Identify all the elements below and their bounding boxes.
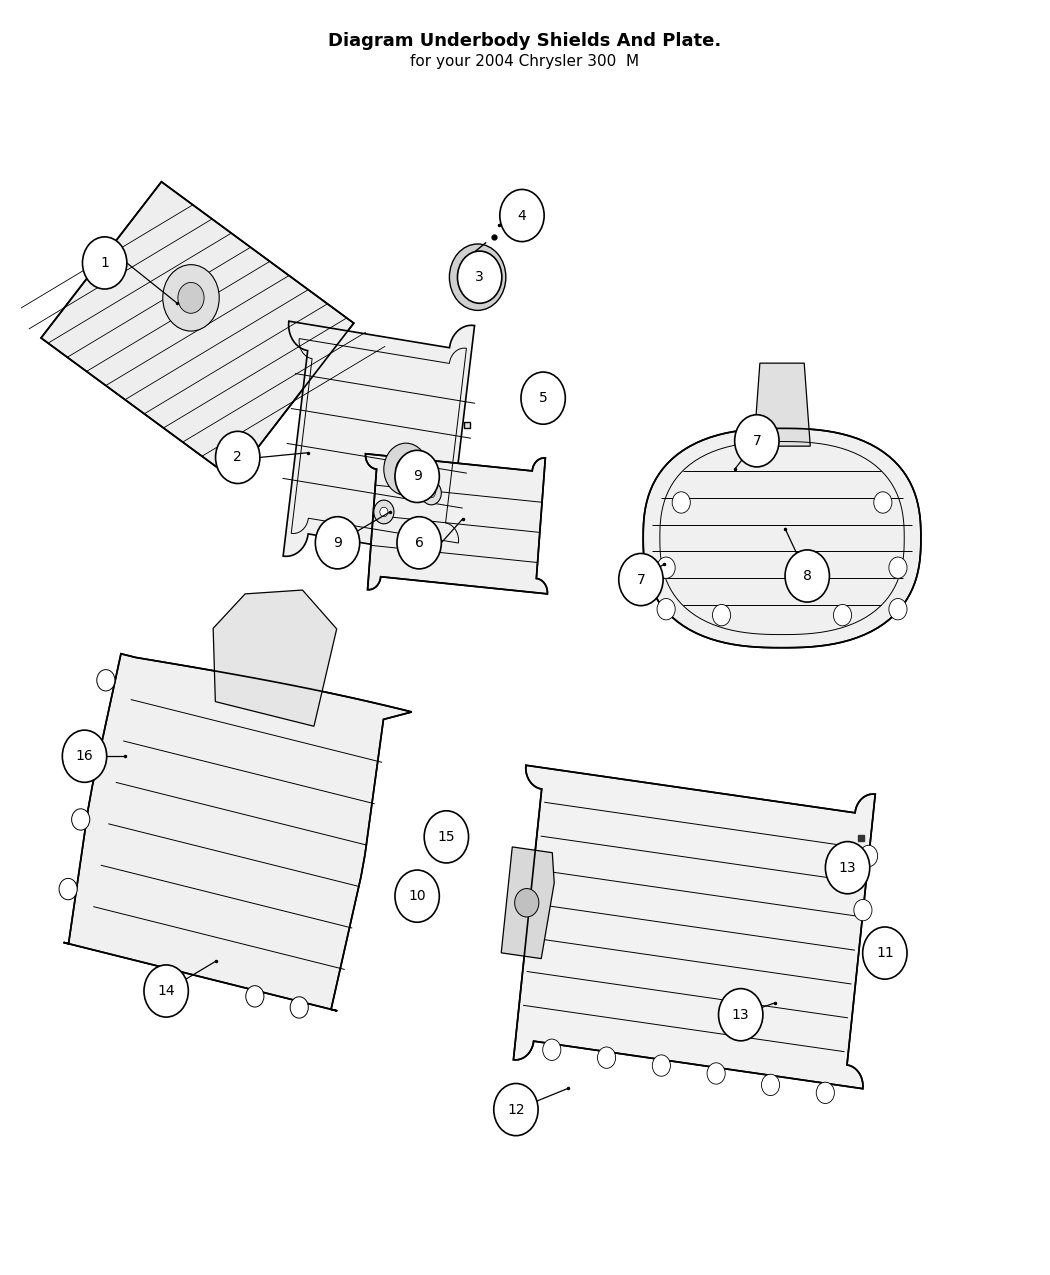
Text: 6: 6 (415, 536, 423, 550)
Circle shape (59, 878, 78, 900)
Polygon shape (213, 590, 337, 727)
Circle shape (384, 444, 428, 496)
Polygon shape (501, 847, 554, 959)
Circle shape (543, 1039, 561, 1061)
Circle shape (500, 190, 544, 242)
Circle shape (449, 244, 506, 310)
Circle shape (397, 516, 441, 569)
Circle shape (657, 598, 675, 620)
Circle shape (863, 927, 907, 979)
Circle shape (618, 553, 664, 606)
Circle shape (469, 268, 486, 287)
Polygon shape (754, 363, 811, 446)
Circle shape (395, 450, 439, 502)
Circle shape (521, 372, 565, 425)
Text: 11: 11 (876, 946, 894, 960)
Text: 3: 3 (476, 270, 484, 284)
Circle shape (735, 414, 779, 467)
Circle shape (834, 604, 852, 626)
Circle shape (84, 740, 102, 761)
Circle shape (707, 1063, 726, 1084)
Circle shape (761, 1075, 779, 1095)
Polygon shape (41, 182, 354, 479)
Circle shape (144, 965, 188, 1017)
Circle shape (62, 731, 107, 783)
Text: 15: 15 (438, 830, 456, 844)
Text: 5: 5 (539, 391, 547, 405)
Circle shape (395, 870, 439, 922)
Text: 7: 7 (753, 434, 761, 448)
Text: 14: 14 (158, 984, 175, 998)
Circle shape (672, 492, 690, 513)
Polygon shape (64, 654, 412, 1011)
Circle shape (246, 986, 264, 1007)
Circle shape (657, 557, 675, 579)
Text: 2: 2 (233, 450, 243, 464)
Text: Diagram Underbody Shields And Plate.: Diagram Underbody Shields And Plate. (329, 32, 721, 50)
Polygon shape (644, 428, 921, 648)
Circle shape (421, 481, 441, 505)
Circle shape (424, 811, 468, 863)
Text: 8: 8 (803, 569, 812, 583)
Circle shape (874, 492, 891, 513)
Circle shape (889, 557, 907, 579)
Circle shape (514, 889, 539, 917)
Circle shape (825, 842, 869, 894)
Circle shape (396, 458, 416, 481)
Circle shape (785, 550, 830, 602)
Circle shape (860, 845, 878, 867)
Circle shape (290, 997, 309, 1019)
Text: 10: 10 (408, 889, 426, 903)
Text: 7: 7 (636, 572, 646, 586)
Text: 1: 1 (100, 256, 109, 270)
Polygon shape (513, 765, 876, 1089)
Circle shape (163, 265, 219, 332)
Text: 13: 13 (732, 1007, 750, 1021)
Circle shape (494, 1084, 538, 1136)
Circle shape (315, 516, 360, 569)
Text: 12: 12 (507, 1103, 525, 1117)
Text: 9: 9 (413, 469, 422, 483)
Circle shape (460, 256, 496, 298)
Polygon shape (365, 454, 547, 594)
Circle shape (177, 283, 204, 314)
Text: 13: 13 (839, 861, 857, 875)
Circle shape (458, 251, 502, 303)
Circle shape (597, 1047, 615, 1068)
Text: for your 2004 Chrysler 300  M: for your 2004 Chrysler 300 M (411, 54, 639, 69)
Circle shape (97, 669, 114, 691)
Circle shape (215, 431, 260, 483)
Circle shape (71, 808, 89, 830)
Circle shape (718, 988, 763, 1040)
Circle shape (652, 1054, 670, 1076)
Circle shape (374, 500, 394, 524)
Text: 4: 4 (518, 209, 526, 223)
Circle shape (83, 237, 127, 289)
Circle shape (889, 598, 907, 620)
Text: 16: 16 (76, 750, 93, 764)
Text: 9: 9 (333, 536, 342, 550)
Circle shape (816, 1082, 835, 1103)
Circle shape (380, 507, 387, 516)
Circle shape (854, 899, 872, 921)
Circle shape (427, 488, 436, 497)
Polygon shape (284, 321, 475, 561)
Circle shape (713, 604, 731, 626)
